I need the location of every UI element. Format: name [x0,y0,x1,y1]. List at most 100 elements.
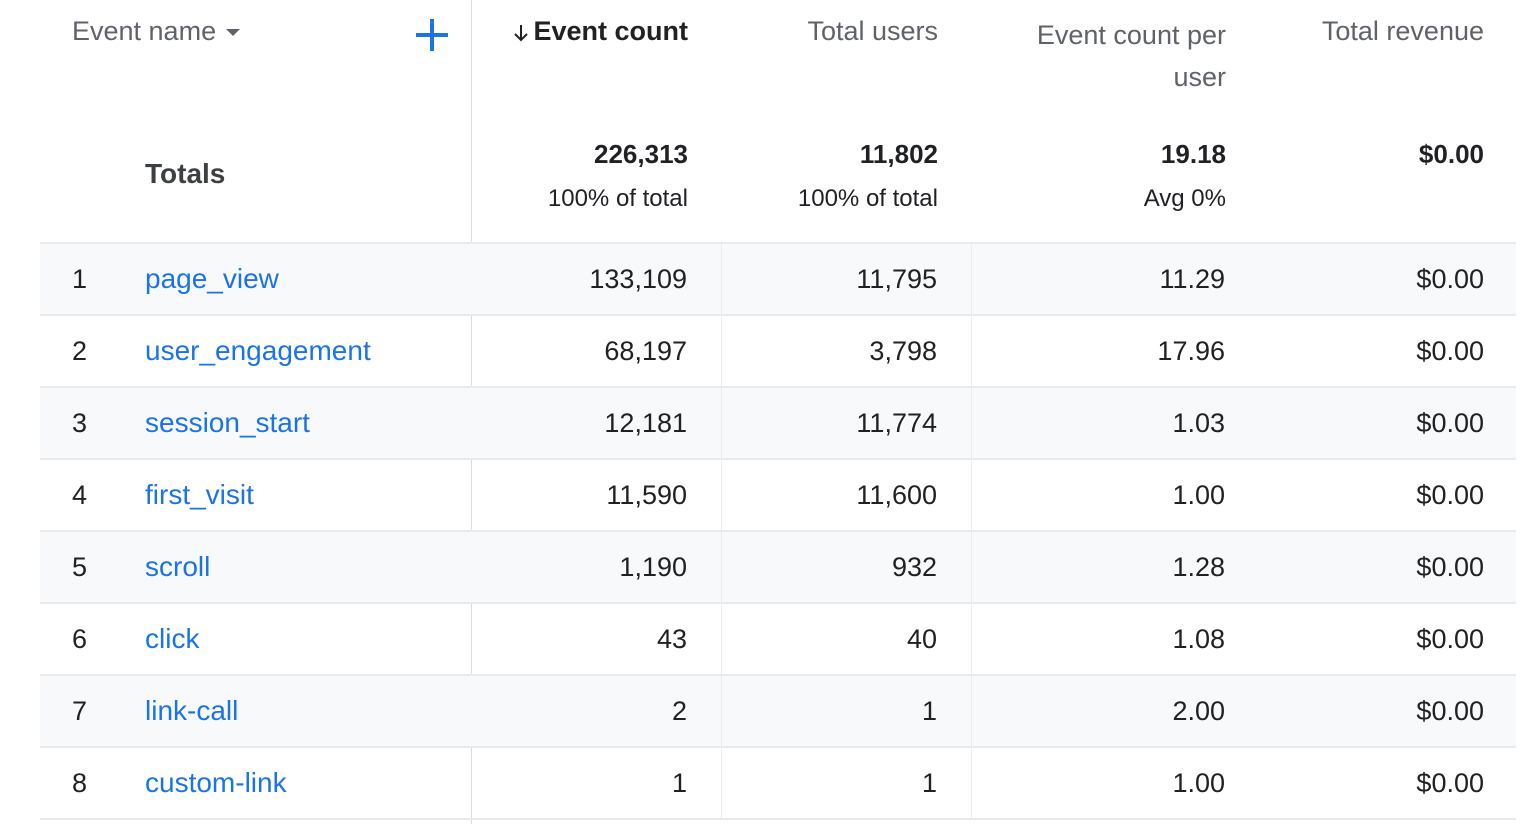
event-count-cell: 1 [671,768,687,798]
table-row[interactable]: 8 custom-link 1 1 1.00 $0.00 [40,748,1516,818]
per-user-cell: 1.28 [1172,552,1225,582]
revenue-cell: $0.00 [1416,408,1484,438]
column-label-total-revenue: Total revenue [1321,16,1484,46]
row-divider [40,530,1516,532]
dropdown-caret-icon [226,29,241,37]
event-name-link[interactable]: user_engagement [145,335,371,366]
total-users-cell: 11,774 [856,408,937,438]
per-user-cell: 1.00 [1172,480,1225,510]
cell-divider [721,388,722,458]
totals-revenue: $0.00 [1418,139,1484,169]
total-users-cell: 11,795 [856,264,937,294]
per-user-cell: 1.03 [1172,408,1225,438]
cell-divider [971,316,972,386]
column-header-total-revenue[interactable]: Total revenue [1322,16,1484,47]
revenue-cell: $0.00 [1416,624,1484,654]
row-index: 3 [72,408,88,438]
row-index: 2 [72,336,88,366]
row-index: 1 [72,264,88,294]
event-count-cell: 12,181 [604,408,687,438]
row-divider [40,746,1516,748]
row-index: 4 [72,480,88,510]
per-user-cell: 1.00 [1172,768,1225,798]
revenue-cell: $0.00 [1416,336,1484,366]
revenue-cell: $0.00 [1416,552,1484,582]
revenue-cell: $0.00 [1416,480,1484,510]
cell-divider [721,532,722,602]
event-count-cell: 1,190 [619,552,687,582]
totals-event-count-sub: 100% of total [547,185,688,212]
totals-event-count: 226,313 [594,139,688,169]
plus-icon[interactable] [414,17,450,53]
cell-divider [971,460,972,530]
row-divider [40,386,1516,388]
row-index: 6 [72,624,88,654]
event-name-link[interactable]: scroll [145,551,211,582]
arrow-down-icon [514,24,529,42]
event-name-link[interactable]: custom-link [145,767,287,798]
cell-divider [721,676,722,746]
event-name-link[interactable]: link-call [145,695,239,726]
cell-divider [721,316,722,386]
cell-divider [721,244,722,314]
table-row[interactable]: 6 click 43 40 1.08 $0.00 [40,604,1516,674]
row-divider [40,458,1516,460]
event-count-cell: 133,109 [589,264,687,294]
total-users-cell: 3,798 [869,336,937,366]
cell-divider [971,748,972,818]
per-user-cell: 2.00 [1172,696,1225,726]
column-label-per-user-line1: Event count per [1036,20,1226,50]
table-row[interactable]: 2 user_engagement 68,197 3,798 17.96 $0.00 [40,316,1516,386]
cell-divider [721,748,722,818]
column-header-event-count[interactable]: Event count [513,16,688,47]
cell-divider [971,532,972,602]
header-divider [471,0,472,132]
event-count-cell: 11,590 [606,480,687,510]
total-users-cell: 11,600 [856,480,937,510]
column-label-total-users: Total users [807,16,938,46]
event-count-cell: 2 [671,696,687,726]
cell-divider [721,604,722,674]
revenue-cell: $0.00 [1416,768,1484,798]
total-users-cell: 40 [906,624,937,654]
cell-divider [721,460,722,530]
row-divider [40,818,1516,820]
event-count-cell: 43 [656,624,687,654]
table-row[interactable]: 4 first_visit 11,590 11,600 1.00 $0.00 [40,460,1516,530]
totals-label: Totals [145,158,226,189]
cell-divider [971,604,972,674]
column-divider [471,132,472,824]
row-divider [40,674,1516,676]
event-name-link[interactable]: page_view [145,263,279,294]
column-header-event-count-per-user[interactable]: Event count per user [1037,14,1226,98]
per-user-cell: 17.96 [1157,336,1225,366]
table-row[interactable]: 5 scroll 1,190 932 1.28 $0.00 [40,532,1516,602]
cell-divider [971,676,972,746]
event-name-link[interactable]: first_visit [145,479,254,510]
row-divider [40,602,1516,604]
total-users-cell: 932 [891,552,937,582]
column-label-event-count: Event count [533,16,688,46]
totals-per-user: 19.18 [1160,139,1226,169]
table-row[interactable]: 3 session_start 12,181 11,774 1.03 $0.00 [40,388,1516,458]
row-index: 5 [72,552,88,582]
column-label-per-user-line2: user [1173,62,1226,92]
totals-total-users-sub: 100% of total [797,185,938,212]
cell-divider [971,244,972,314]
cell-divider [971,388,972,458]
row-divider [40,242,1516,244]
row-divider [40,314,1516,316]
table-row[interactable]: 7 link-call 2 1 2.00 $0.00 [40,676,1516,746]
total-users-cell: 1 [921,768,937,798]
dimension-dropdown[interactable]: Event name [72,16,241,47]
column-header-total-users[interactable]: Total users [807,16,938,47]
per-user-cell: 11.29 [1159,264,1225,294]
table-row[interactable]: 1 page_view 133,109 11,795 11.29 $0.00 [40,244,1516,314]
event-name-link[interactable]: session_start [145,407,310,438]
row-index: 7 [72,696,88,726]
totals-per-user-sub: Avg 0% [1143,185,1226,212]
totals-total-users: 11,802 [859,139,938,169]
revenue-cell: $0.00 [1416,264,1484,294]
event-count-cell: 68,197 [604,336,687,366]
event-name-link[interactable]: click [145,623,200,654]
